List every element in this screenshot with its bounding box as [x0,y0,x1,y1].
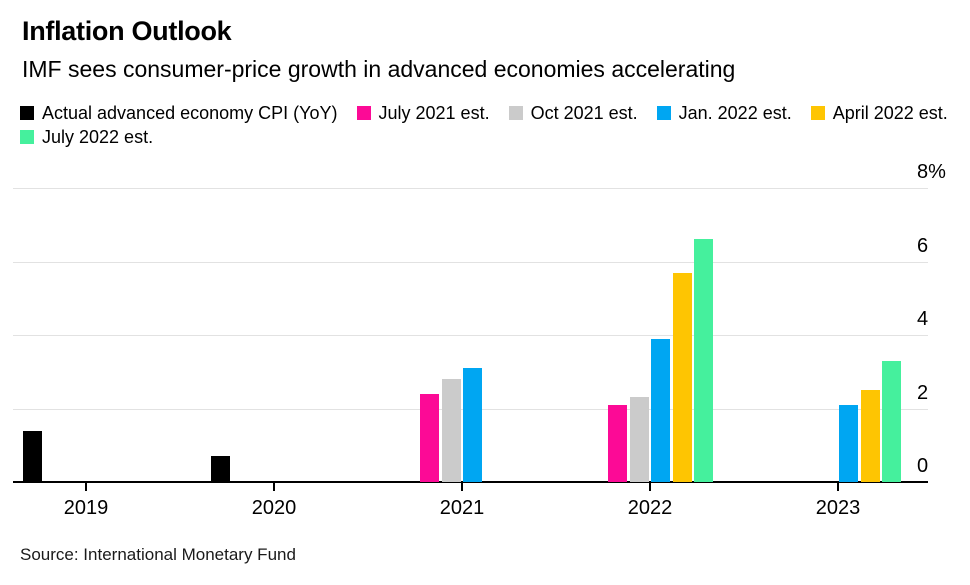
bar-july-2022-2022 [694,239,714,482]
bar-april-2022-2023 [860,390,880,482]
y-axis-label: 8% [917,161,946,183]
x-axis-tick [837,483,839,491]
x-axis-label: 2019 [63,497,109,519]
legend-label: April 2022 est. [832,102,948,123]
gridline [13,188,928,189]
legend-swatch-icon [20,130,34,144]
bar-actual-2020 [210,456,230,482]
bar-july-2021-2021 [420,393,440,482]
legend-item-oct-2021: Oct 2021 est. [508,101,638,125]
x-axis-tick [461,483,463,491]
legend-label: Jan. 2022 est. [678,102,792,123]
bar-july-2021-2022 [608,404,628,482]
bar-oct-2021-2021 [441,379,461,482]
legend-item-jan-2022: Jan. 2022 est. [656,101,792,125]
legend: Actual advanced economy CPI (YoY) July 20… [20,101,954,149]
legend-swatch-icon [656,106,671,120]
y-axis-label: 4 [917,308,929,330]
legend-label: Actual advanced economy CPI (YoY) [42,102,338,123]
x-axis-tick [273,483,275,491]
legend-label: Oct 2021 est. [530,102,638,123]
bar-jan-2022-2021 [463,368,483,482]
chart-subtitle: IMF sees consumer-price growth in advanc… [22,56,736,82]
x-axis-line [13,481,928,483]
gridline [13,335,928,336]
gridline [13,261,928,263]
bar-jan-2022-2022 [651,338,671,482]
x-axis-tick [85,483,87,491]
legend-label: July 2021 est. [378,102,490,123]
legend-label: July 2022 est. [42,126,154,147]
legend-swatch-icon [810,106,825,120]
source-note: Source: International Monetary Fund [20,545,296,564]
x-axis-label: 2020 [251,497,297,519]
x-axis-label: 2021 [439,497,485,519]
legend-swatch-icon [508,106,523,120]
x-axis-label: 2023 [815,497,861,519]
bar-actual-2019 [22,430,42,482]
y-axis-label: 0 [917,455,929,477]
y-axis-label: 6 [917,234,929,257]
bar-jan-2022-2023 [839,404,859,482]
bar-july-2022-2023 [882,360,902,482]
legend-item-july-2022: July 2022 est. [20,125,153,149]
x-axis-label: 2022 [627,497,673,519]
chart-title: Inflation Outlook [22,16,232,46]
legend-swatch-icon [356,106,371,120]
legend-item-actual: Actual advanced economy CPI (YoY) [20,101,338,125]
bar-april-2022-2022 [672,272,692,482]
y-axis-label: 2 [917,381,929,404]
legend-item-july-2021: July 2021 est. [356,101,490,125]
x-axis-tick [649,483,651,491]
legend-swatch-icon [20,106,34,120]
legend-item-april-2022: April 2022 est. [810,101,948,125]
bar-oct-2021-2022 [629,397,649,482]
